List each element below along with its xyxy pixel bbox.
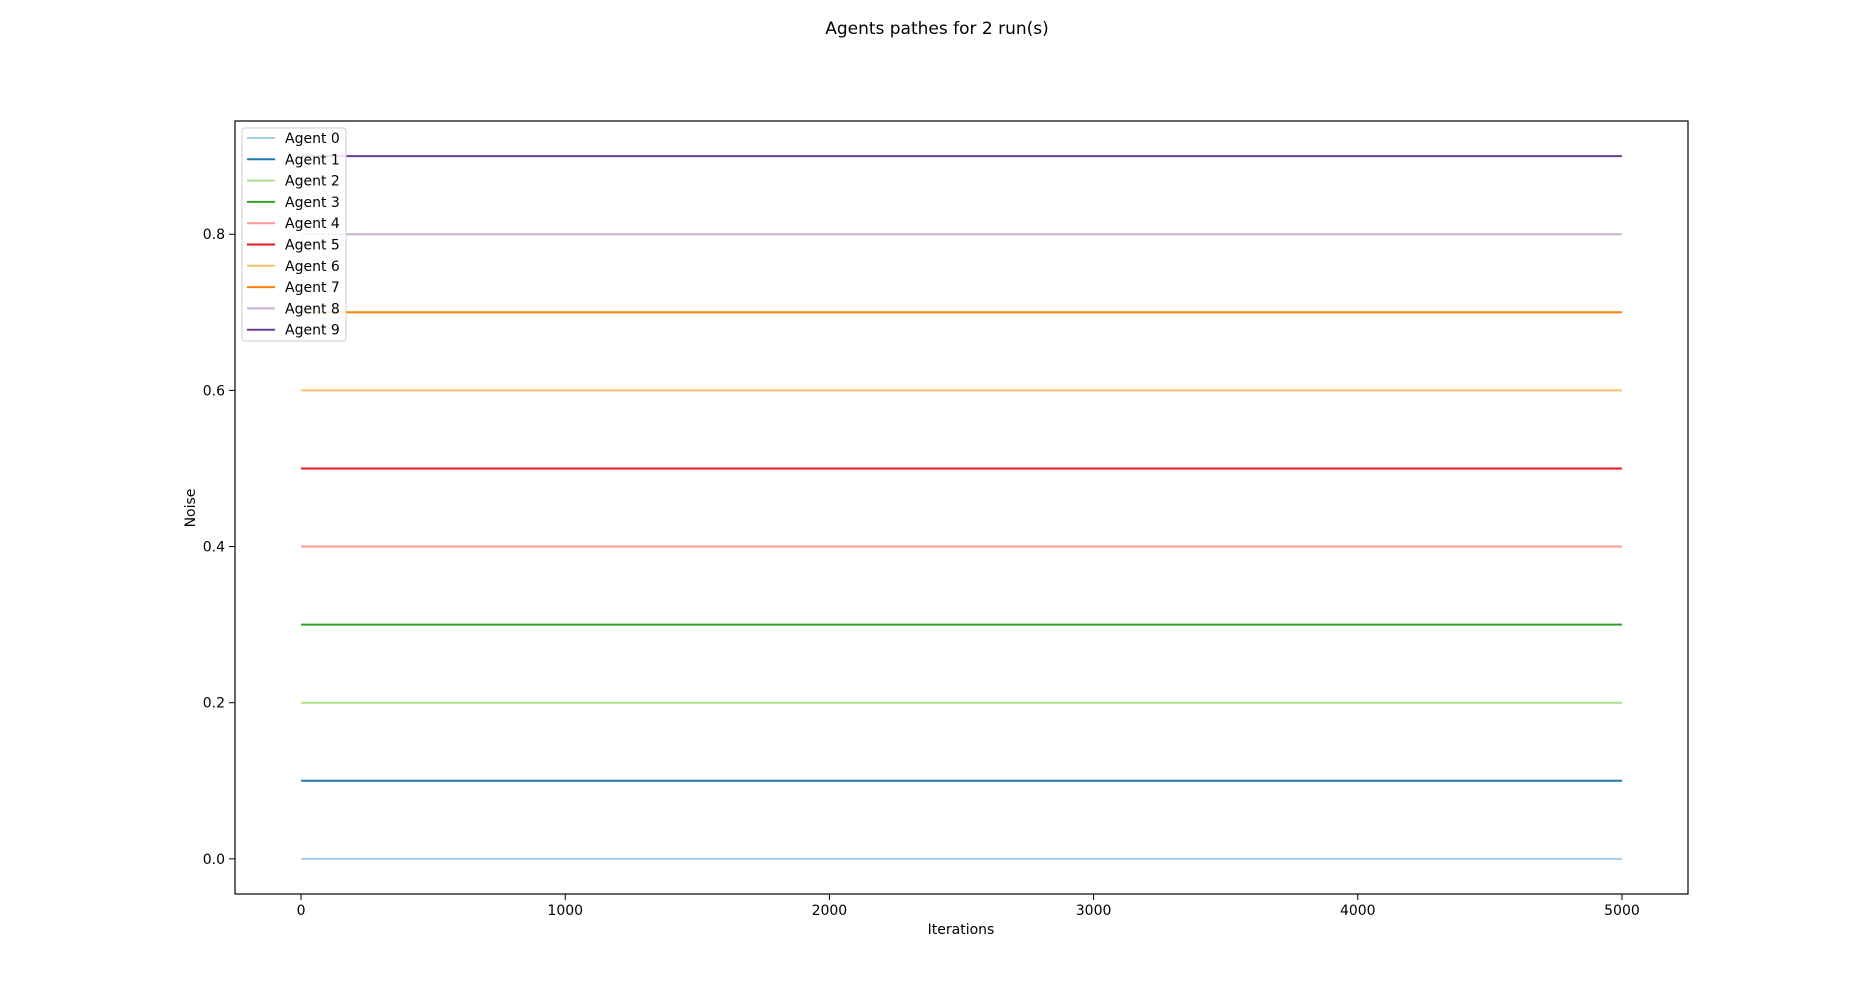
x-tick-label: 0 [297,903,306,919]
y-tick-label: 0.4 [203,540,225,556]
plot-area-frame [234,120,1689,895]
y-tick-label: 0.8 [203,227,225,243]
legend: Agent 0 Agent 1 Agent 2 Agent 3 Agent 4 Agent… [241,127,347,342]
legend-label-agent-9: Agent 9 [285,323,340,339]
y-tick-label: 0.0 [203,852,225,868]
x-tick-label: 5000 [1604,903,1640,919]
y-axis: 0.0 0.2 0.4 0.6 0.8 [203,227,235,868]
chart-title: Agents pathes for 2 run(s) [825,19,1049,39]
x-tick-label: 2000 [812,903,848,919]
y-axis-label: Noise [183,489,199,528]
legend-label-agent-5: Agent 5 [285,238,340,254]
y-tick-label: 0.2 [203,696,225,712]
legend-label-agent-1: Agent 1 [285,152,340,168]
x-tick-label: 1000 [547,903,583,919]
legend-label-agent-0: Agent 0 [285,131,340,147]
legend-label-agent-8: Agent 8 [285,301,340,317]
x-axis-label: Iterations [928,922,995,938]
y-tick-label: 0.6 [203,383,225,399]
legend-label-agent-3: Agent 3 [285,195,340,211]
x-tick-label: 3000 [1076,903,1112,919]
legend-label-agent-2: Agent 2 [285,174,340,190]
legend-label-agent-4: Agent 4 [285,216,340,232]
legend-label-agent-7: Agent 7 [285,280,340,296]
legend-label-agent-6: Agent 6 [285,259,340,275]
series-layer [301,155,1622,860]
x-tick-label: 4000 [1340,903,1376,919]
x-axis: 0 1000 2000 3000 4000 5000 [297,894,1640,919]
